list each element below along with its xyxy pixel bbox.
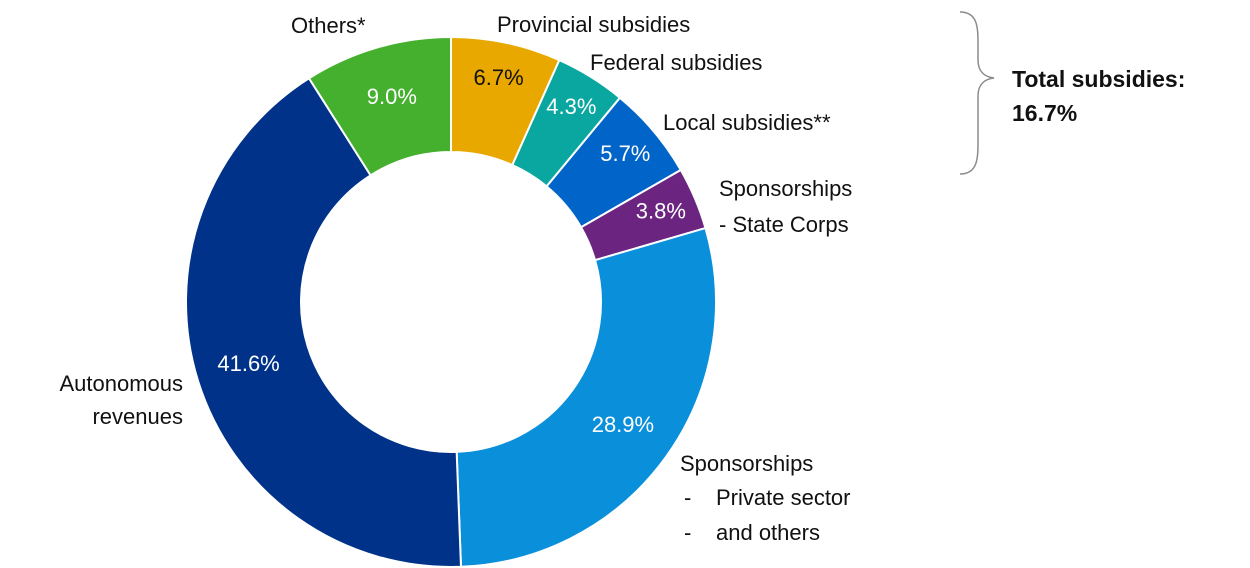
value-label-sponsorships-state-corps: 3.8% [636, 199, 686, 224]
value-label-sponsorships-private-sector-and-others: 28.9% [592, 412, 654, 437]
label-autonomous-line1: Autonomous [59, 371, 183, 396]
label-state-corps-line1: Sponsorships [719, 176, 852, 201]
slice-others [307, 35, 452, 177]
slice-sponsorships-private-sector-and-others [455, 226, 717, 568]
label-provincial-subsidies: Provincial subsidies [497, 12, 690, 37]
value-label-provincial-subsidies: 6.7% [474, 65, 524, 90]
value-label-others: 9.0% [367, 84, 417, 109]
label-autonomous-line2: revenues [92, 404, 183, 429]
label-local-subsidies: Local subsidies** [663, 110, 831, 135]
label-private-dash2: - [684, 520, 691, 545]
label-others: Others* [291, 13, 366, 38]
value-labels: 6.7% 4.3%5.7% 3.8% 28.9% 41.6% 9.0% [217, 65, 686, 437]
value-label-local-subsidies: 5.7% [600, 141, 650, 166]
label-private-dash1: - [684, 485, 691, 510]
label-private-line1: Sponsorships [680, 451, 813, 476]
label-state-corps-line2: - State Corps [719, 212, 849, 237]
total-subsidies-label: Total subsidies: [1012, 66, 1185, 92]
total-subsidies-value: 16.7% [1012, 100, 1077, 126]
label-private-line3: and others [716, 520, 820, 545]
label-federal-subsidies: Federal subsidies [590, 50, 762, 75]
value-label-federal-subsidies: 4.3% [546, 94, 596, 119]
label-private-line2: Private sector [716, 485, 851, 510]
donut-slices [184, 35, 717, 568]
total-subsidies-brace [959, 11, 995, 175]
value-label-autonomous-revenues: 41.6% [217, 351, 279, 376]
slice-autonomous-revenues [184, 76, 463, 568]
